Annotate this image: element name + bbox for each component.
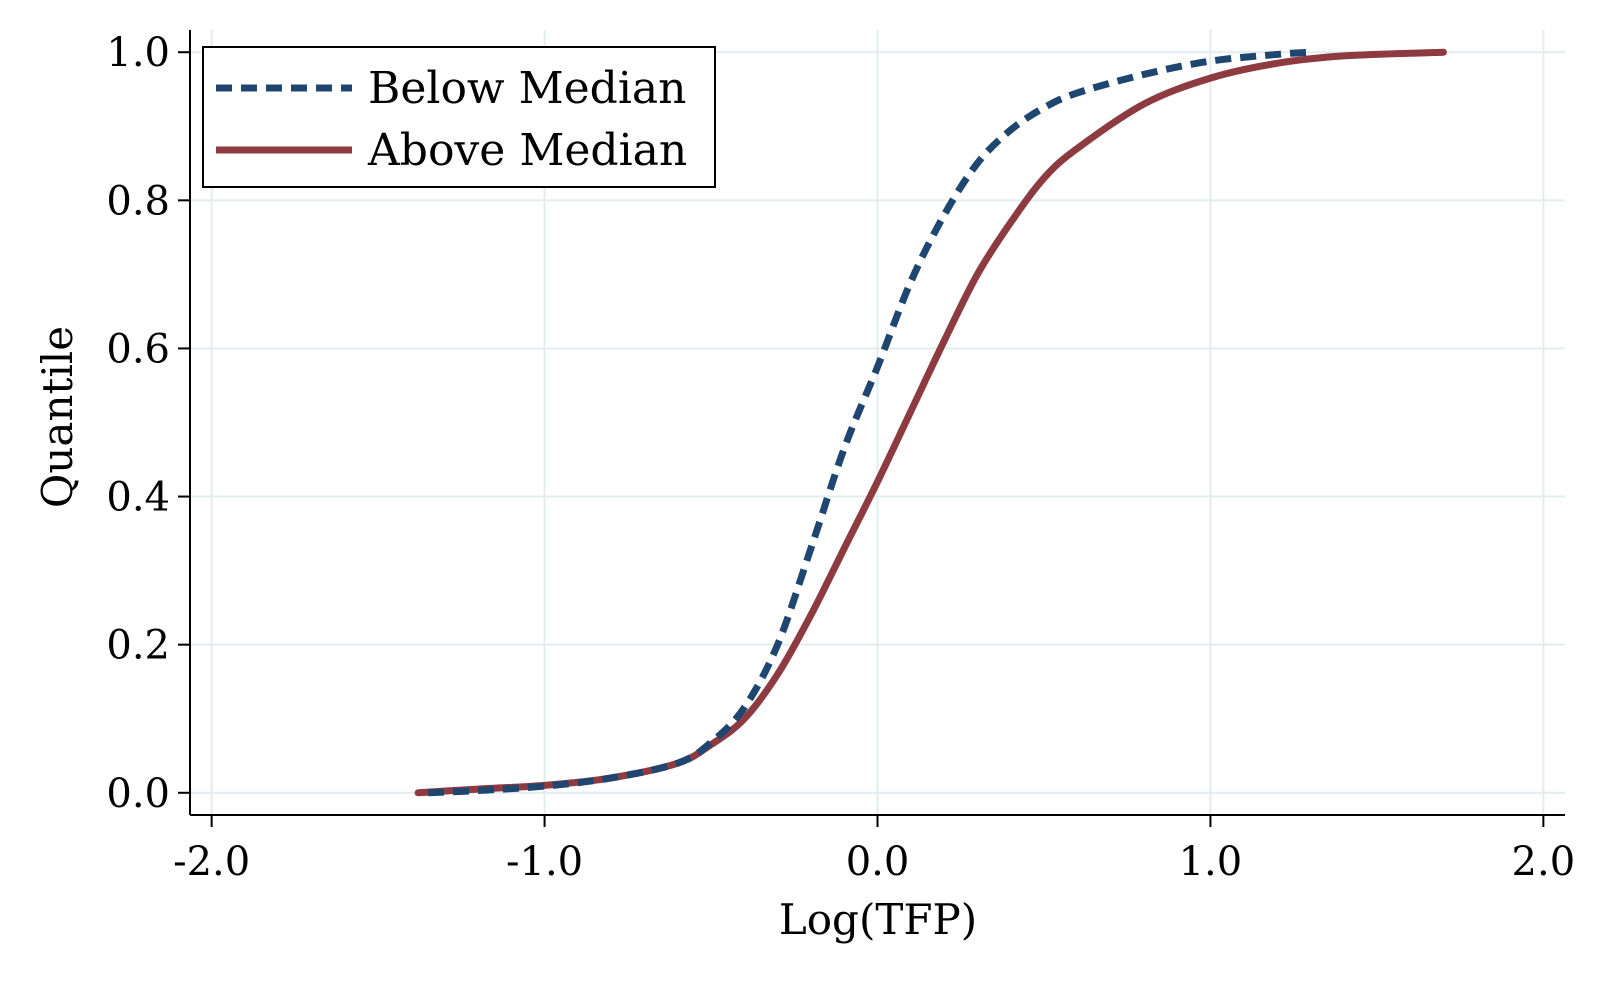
x-tick-label: 0.0	[846, 839, 910, 885]
x-axis-title: Log(TFP)	[779, 895, 977, 944]
legend-label-below-median: Below Median	[368, 63, 686, 114]
legend-label-above-median: Above Median	[367, 125, 687, 176]
axes	[178, 30, 1565, 827]
y-tick-label: 0.6	[106, 326, 170, 372]
series-line-below-median	[427, 48, 1311, 797]
y-tick-label: 0.8	[106, 178, 170, 224]
x-tick-label: -1.0	[506, 839, 583, 885]
grid-lines	[190, 30, 1565, 815]
x-tick-label: 1.0	[1179, 839, 1243, 885]
legend: Below Median Above Median	[202, 46, 716, 188]
legend-box	[202, 46, 716, 188]
y-tick-label: 0.4	[106, 475, 170, 521]
y-tick-label: 0.2	[106, 623, 170, 669]
y-tick-label: 1.0	[106, 30, 170, 76]
x-tick-label: -2.0	[173, 839, 250, 885]
y-tick-label: 0.0	[106, 771, 170, 817]
y-axis-title: Quantile	[33, 326, 82, 508]
x-tick-label: 2.0	[1512, 839, 1576, 885]
series-lines	[414, 48, 1447, 797]
series-line-above-median	[414, 48, 1447, 797]
tick-labels: -2.0 -1.0 0.0 1.0 2.0 0.0 0.2 0.4 0.6 0.8 1.0	[106, 30, 1575, 885]
